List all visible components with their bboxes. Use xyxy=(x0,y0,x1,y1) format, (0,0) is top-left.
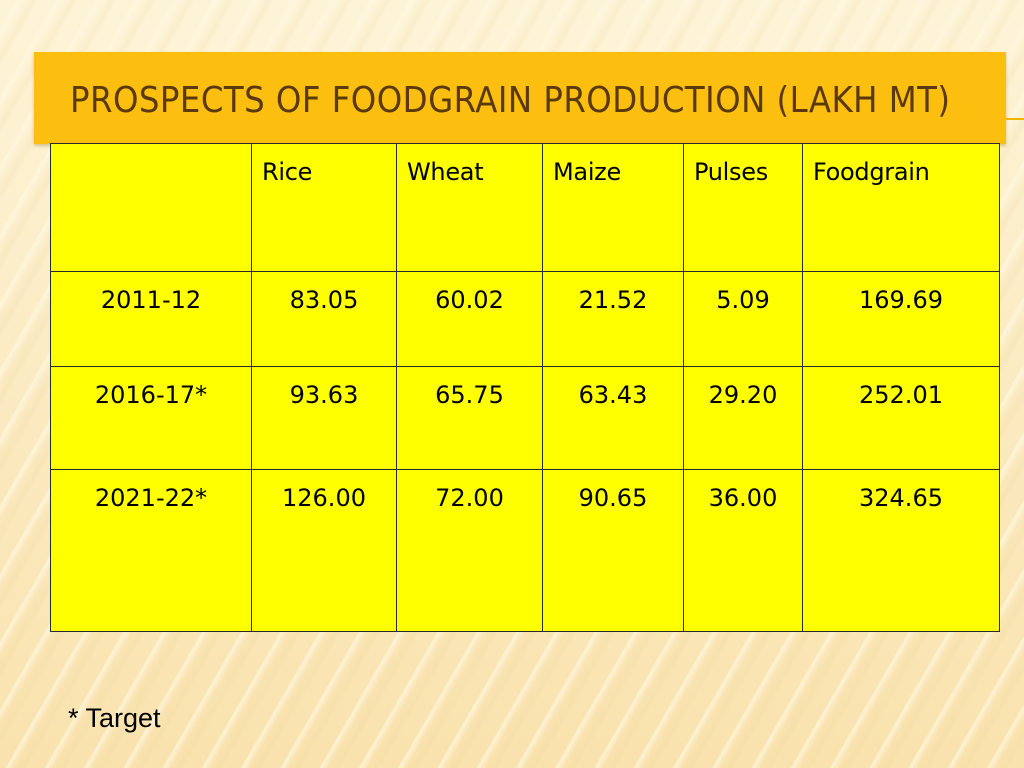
table-row: 2021-22* 126.00 72.00 90.65 36.00 324.65 xyxy=(50,469,1000,632)
row-year-label: 2011-12 xyxy=(50,271,252,367)
row-year-label: 2016-17* xyxy=(50,366,252,470)
table-row: 2011-12 83.05 60.02 21.52 5.09 169.69 xyxy=(50,271,1000,367)
cell-maize: 90.65 xyxy=(542,469,684,632)
table-header-row: Rice Wheat Maize Pulses Foodgrain xyxy=(50,143,1000,272)
cell-rice: 83.05 xyxy=(251,271,397,367)
cell-pulses: 29.20 xyxy=(683,366,803,470)
cell-pulses: 36.00 xyxy=(683,469,803,632)
table-row: 2016-17* 93.63 65.75 63.43 29.20 252.01 xyxy=(50,366,1000,470)
slide-title-bar: Prospects of Foodgrain Production (Lakh … xyxy=(34,52,1006,144)
cell-maize: 21.52 xyxy=(542,271,684,367)
cell-foodgrain: 169.69 xyxy=(802,271,1000,367)
title-accent-line xyxy=(1006,118,1024,120)
header-cell-foodgrain: Foodgrain xyxy=(802,143,1000,272)
row-year-label: 2021-22* xyxy=(50,469,252,632)
header-cell-wheat: Wheat xyxy=(396,143,543,272)
cell-pulses: 5.09 xyxy=(683,271,803,367)
cell-wheat: 65.75 xyxy=(396,366,543,470)
header-cell-pulses: Pulses xyxy=(683,143,803,272)
header-cell-rice: Rice xyxy=(251,143,397,272)
target-footnote: * Target xyxy=(68,703,161,733)
cell-wheat: 60.02 xyxy=(396,271,543,367)
header-cell-blank xyxy=(50,143,252,272)
cell-foodgrain: 252.01 xyxy=(802,366,1000,470)
cell-rice: 93.63 xyxy=(251,366,397,470)
cell-foodgrain: 324.65 xyxy=(802,469,1000,632)
header-cell-maize: Maize xyxy=(542,143,684,272)
cell-maize: 63.43 xyxy=(542,366,684,470)
slide-title: Prospects of Foodgrain Production (Lakh … xyxy=(70,80,951,121)
cell-wheat: 72.00 xyxy=(396,469,543,632)
foodgrain-production-table: Rice Wheat Maize Pulses Foodgrain 2011-1… xyxy=(50,143,1000,632)
cell-rice: 126.00 xyxy=(251,469,397,632)
